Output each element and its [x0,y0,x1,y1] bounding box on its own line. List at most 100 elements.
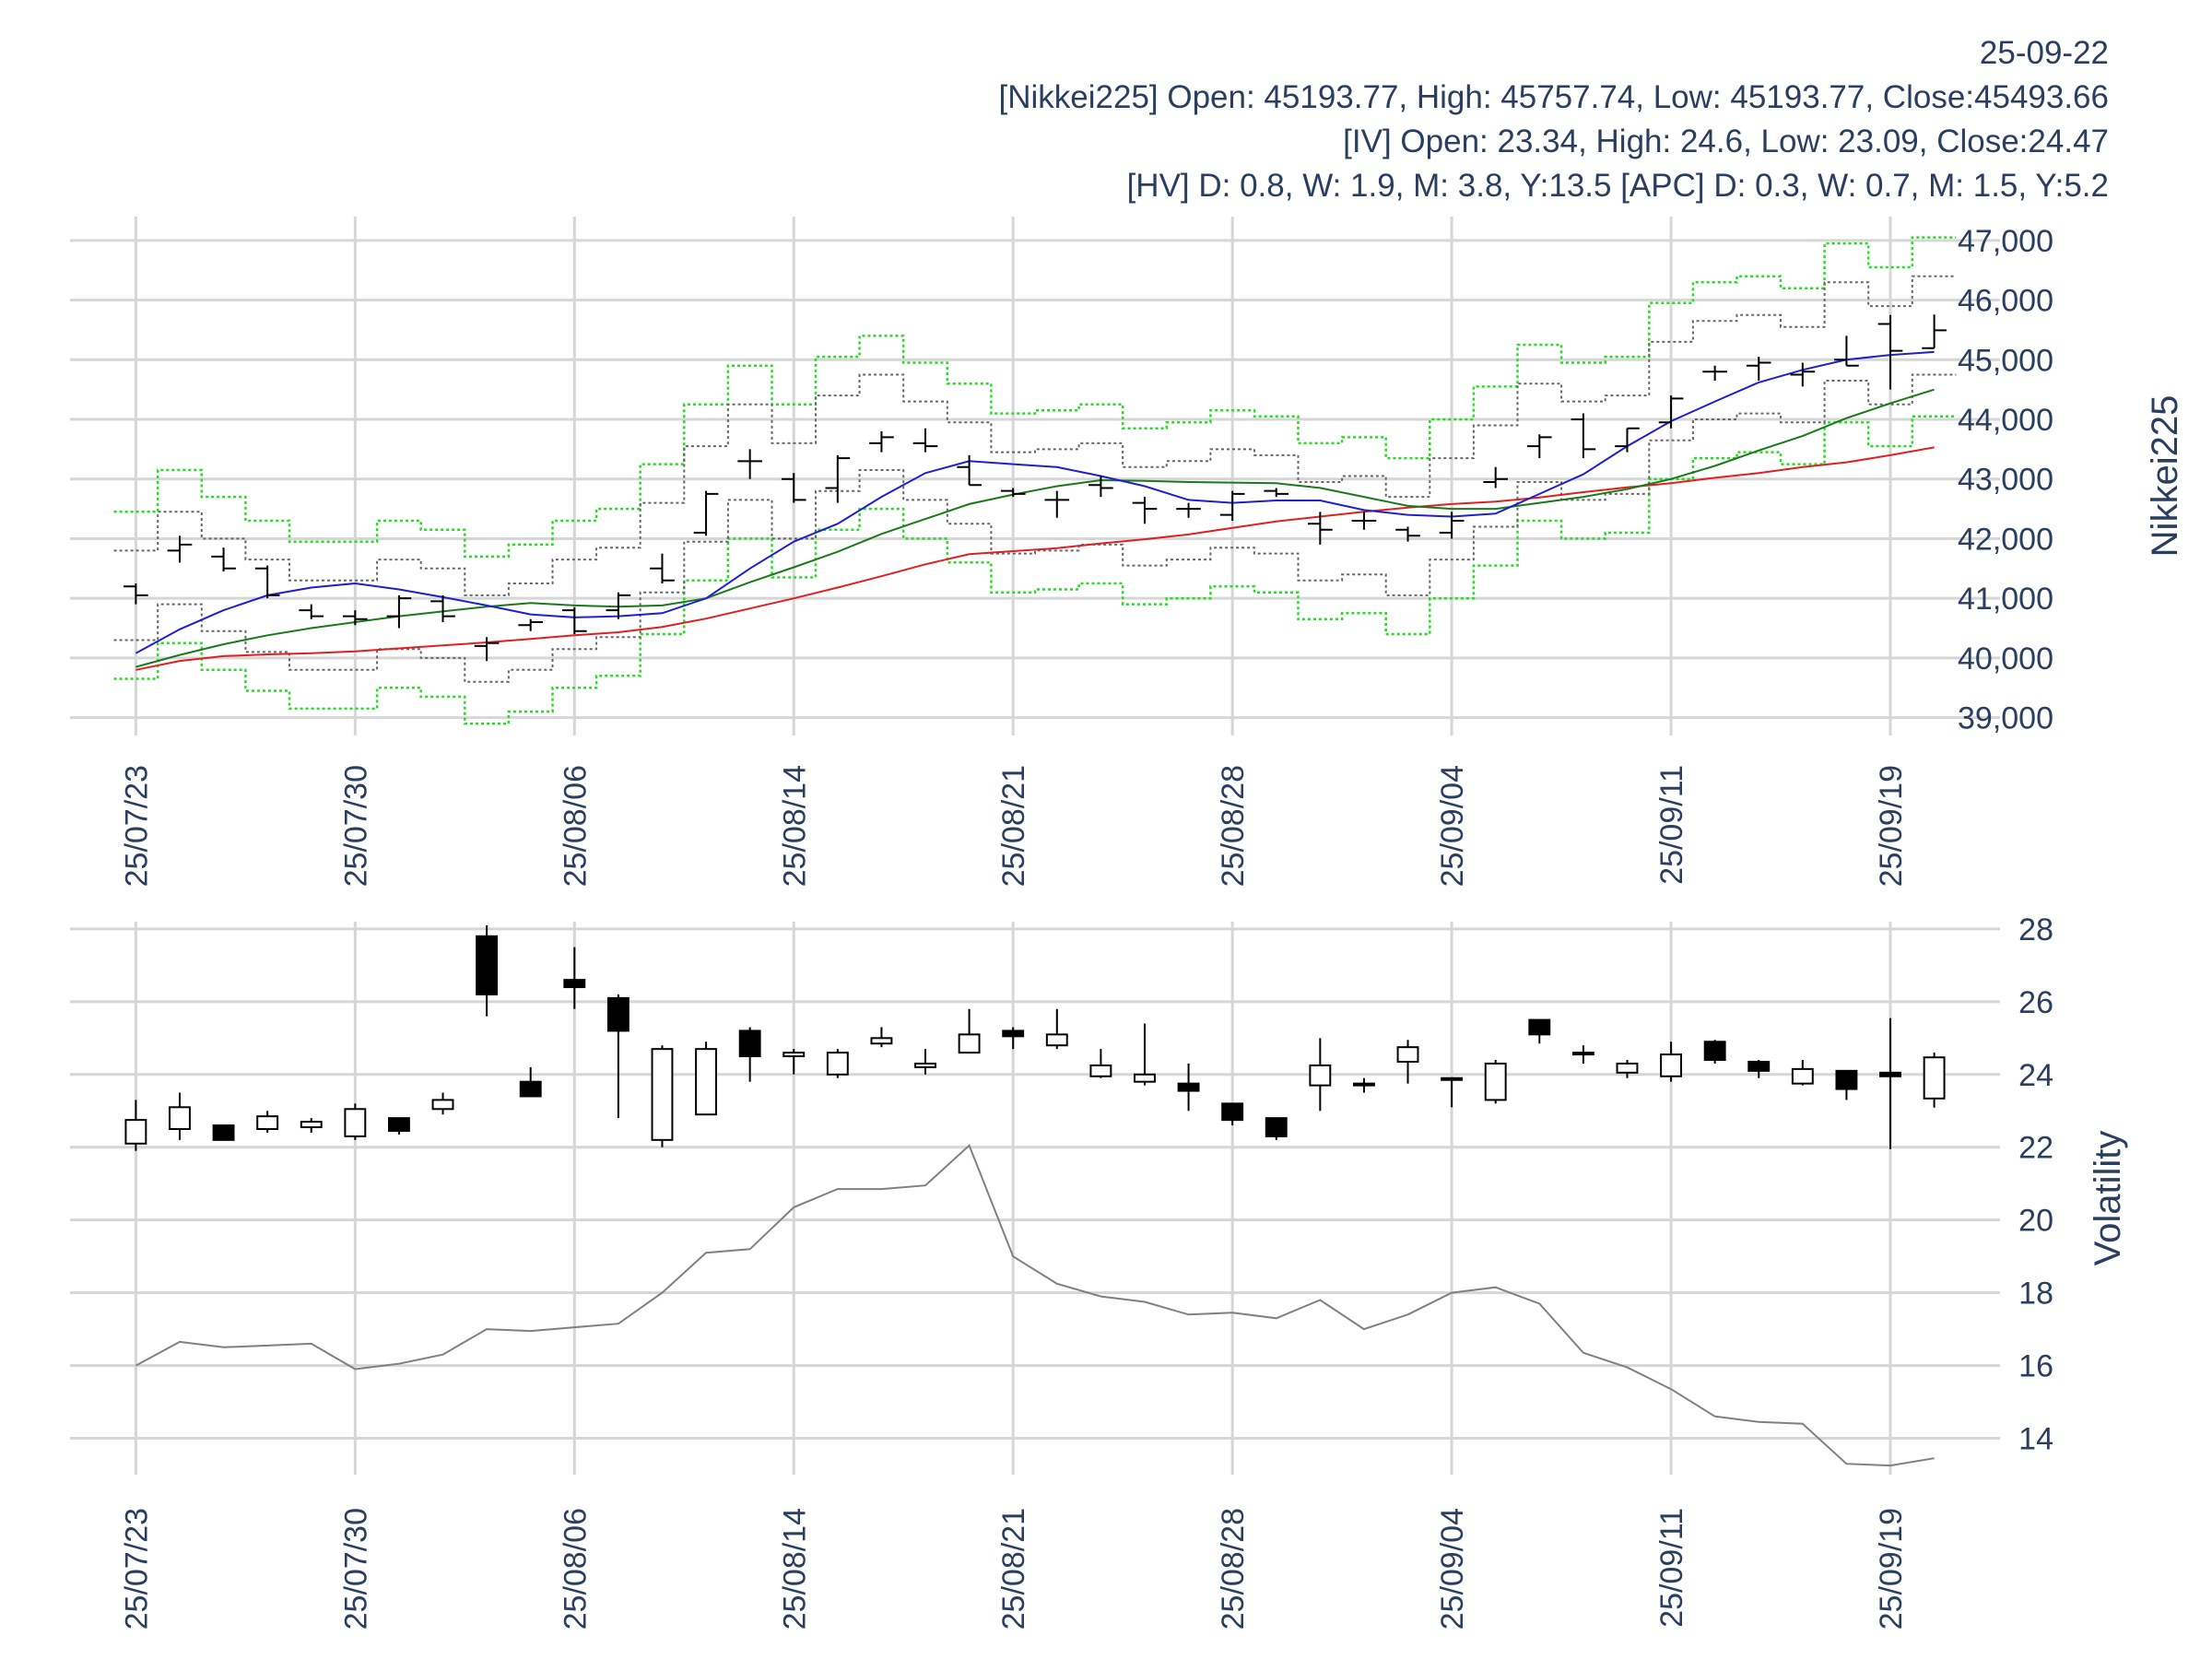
ohlc-bar [1483,466,1509,488]
y-tick-label: 28 [2018,912,2053,947]
candle-body [1528,1018,1551,1036]
header-date: 25-09-22 [1979,35,2109,71]
y-tick-label: 44,000 [1958,403,2053,438]
ohlc-bar [1790,362,1816,387]
header-iv-ohlc: [IV] Open: 23.34, High: 24.6, Low: 23.09… [1343,124,2109,159]
x-tick-label: 25/09/04 [1435,1508,1470,1630]
ohlc-bar [1044,490,1070,518]
ohlc-bar [737,449,762,479]
candle-body [1134,1073,1156,1083]
ma-mid-line [135,388,1935,668]
ohlc-bar [1088,476,1113,498]
header-hv-apc: [HV] D: 0.8, W: 1.9, M: 3.8, Y:13.5 [APC… [1126,168,2109,204]
y-axis-title: Volatility [2088,1131,2128,1266]
candle-body [1441,1077,1464,1081]
ohlc-bar [343,610,368,626]
y-tick-label: 24 [2018,1058,2053,1093]
ohlc-bar [1877,314,1903,390]
candle-body [1089,1064,1112,1077]
candle-body [256,1115,279,1130]
ohlc-bar [1439,512,1465,539]
y-tick-label: 43,000 [1958,463,2053,498]
band-inner-upper-line [113,275,1957,596]
candle-body [212,1124,235,1141]
x-tick-label: 25/08/21 [996,1508,1031,1630]
ohlc-bar [1264,488,1289,498]
x-tick-label: 25/07/30 [338,765,373,887]
candle-body [606,996,629,1032]
ohlc-bar [1658,395,1684,429]
x-tick-label: 25/07/30 [338,1508,373,1630]
ohlc-bar [606,592,631,619]
ohlc-bar [1219,490,1245,522]
candle-body [1221,1102,1244,1122]
candle-body [387,1117,410,1132]
y-tick-label: 16 [2018,1349,2053,1384]
candle-body [1396,1046,1419,1063]
candle-body [519,1080,542,1098]
candle-body [1571,1052,1594,1056]
candle-body [782,1052,806,1058]
ohlc-bar [1922,314,1947,349]
y-tick-label: 41,000 [1958,582,2053,617]
x-tick-label: 25/07/23 [119,1508,154,1630]
y-tick-label: 42,000 [1958,522,2053,557]
y-tick-label: 14 [2018,1422,2053,1457]
x-tick-label: 25/08/28 [1216,1508,1251,1630]
y-tick-label: 39,000 [1958,701,2053,736]
candle-body [1002,1030,1025,1038]
candle-body [1703,1041,1726,1062]
y-tick-label: 40,000 [1958,641,2053,677]
candle-body [1791,1067,1814,1085]
x-tick-label: 25/08/14 [777,1508,812,1630]
ohlc-bar [1308,512,1333,545]
ohlc-bar [518,618,544,631]
candle-body [1045,1033,1068,1047]
ohlc-bar [211,547,236,572]
ohlc-bar [1746,357,1771,381]
candle-body [1265,1117,1288,1137]
candle-body [1835,1069,1858,1090]
candle-body [1660,1053,1683,1077]
x-tick-label: 25/09/19 [1874,1508,1909,1630]
ohlc-bar [1702,365,1727,381]
ma-short-line [135,350,1935,654]
ohlc-bar [693,490,719,536]
ohlc-bar [474,637,500,662]
band-inner-lower-line [113,373,1957,683]
y-tick-label: 22 [2018,1131,2053,1166]
volatility-panel: 14 16 18 20 22 24 26 28 25/07/23 25/07/30 25/08/06… [70,912,2128,1630]
ohlc-bar [1571,413,1596,459]
candle-body [1352,1082,1375,1087]
candle-body [695,1048,718,1116]
ohlc-bar [1000,488,1026,498]
candle-body [870,1037,893,1045]
candle-body [563,979,586,989]
candle-body [914,1062,936,1068]
y-tick-label: 47,000 [1958,224,2053,259]
ohlc-bar [124,582,148,605]
candle-body [651,1048,674,1141]
ohlc-bar [1132,497,1158,524]
ohlc-bar [1834,335,1859,367]
candle-body [1747,1060,1771,1072]
band-outer-upper-line [113,236,1957,559]
ohlc-bar [299,604,324,619]
band-outer-lower-line [113,415,1957,725]
x-tick-label: 25/09/11 [1654,765,1689,885]
x-tick-label: 25/09/11 [1654,1508,1689,1628]
ohlc-bar [1351,512,1377,530]
ohlc-bar [957,454,982,487]
candle-body [738,1030,761,1058]
ohlc-bar [1176,502,1201,518]
candle-body [476,935,499,995]
x-tick-label: 25/09/04 [1435,765,1470,887]
candle-body [124,1119,147,1145]
ohlc-bar [1615,427,1640,453]
x-tick-label: 25/08/06 [558,1508,593,1630]
candle-body [300,1121,323,1129]
y-tick-label: 46,000 [1958,284,2053,319]
ohlc-bar [650,553,675,583]
x-tick-label: 25/08/21 [996,765,1031,887]
